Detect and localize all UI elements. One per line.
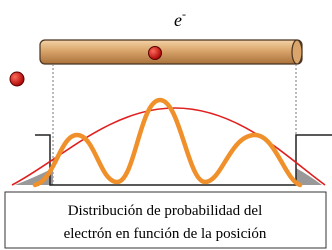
caption-line: electrón en función de la posición xyxy=(64,226,267,242)
tube-body xyxy=(40,40,302,64)
shading xyxy=(296,168,322,185)
classical-curve xyxy=(12,108,325,185)
electron-superscript: - xyxy=(182,7,186,21)
tube-end xyxy=(292,40,302,64)
caption-line: Distribución de probabilidad del xyxy=(68,203,263,219)
quantum-curve xyxy=(35,100,300,185)
electron-in-tube xyxy=(149,47,162,60)
diagram: e- Distribución de probabilidad del elec… xyxy=(0,0,332,250)
electron-base: e xyxy=(174,10,182,30)
electron xyxy=(10,72,24,86)
electron-label: e- xyxy=(174,7,186,30)
tube xyxy=(40,40,302,64)
